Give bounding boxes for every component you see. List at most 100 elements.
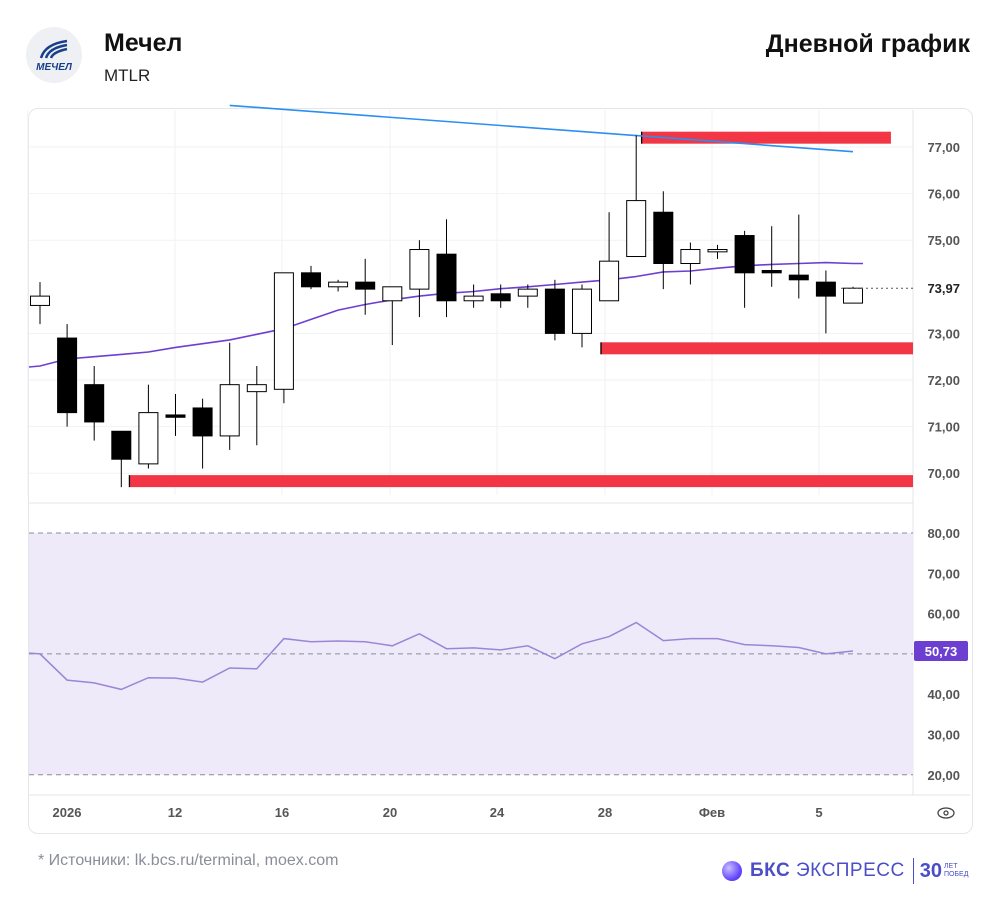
price-tick-label: 76,00 [927,187,960,202]
candle[interactable] [246,366,267,446]
bullish-candle-body [517,288,538,297]
candle[interactable] [30,282,50,325]
candle[interactable] [463,284,484,308]
candle[interactable] [572,284,592,348]
rsi-tick-label: 40,00 [927,687,960,702]
visibility-eye-icon[interactable] [937,807,955,819]
bullish-candle-body [328,281,349,288]
bullish-candle-body [219,384,240,437]
rsi-last-value-label: 50,73 [925,644,958,659]
chart-title: Дневной график [765,30,970,58]
candle[interactable] [409,240,430,318]
bullish-candle-body [138,412,159,465]
last-price-badge [916,278,966,299]
bullish-candle-body [409,249,430,290]
bcs-express-brand[interactable]: БКС ЭКСПРЕСС 30 ЛЕТ ПОБЕД [722,858,968,884]
candle[interactable] [788,214,809,299]
bullish-candle-body [463,295,484,302]
candle[interactable] [707,244,728,259]
bearish-candle-body [788,274,809,281]
price-tick-label: 75,00 [927,233,960,248]
candle[interactable] [273,272,294,404]
bearish-candle-body [761,269,782,274]
logo-arc-icon [39,39,68,59]
bearish-candle-body [653,211,674,265]
candle[interactable] [761,226,782,287]
mechel-logo: МЕЧЕЛ [26,27,82,83]
bearish-candle-body [84,384,105,423]
rsi-tick-label: 80,00 [927,526,960,541]
candle[interactable] [165,393,186,436]
bearish-candle-body [436,253,457,302]
bearish-candle-body [192,407,213,437]
candle[interactable] [111,430,132,488]
bcs-ball-icon [722,861,742,881]
x-tick-label: 12 [168,805,182,820]
price-tick-label: 71,00 [927,420,960,435]
rsi-last-value-badge [914,640,968,661]
candle[interactable] [436,219,457,318]
candle[interactable] [355,258,376,315]
logo-text: МЕЧЕЛ [36,61,72,73]
trend-line [229,104,854,153]
brand-years: ЛЕТ ПОБЕД [943,863,969,878]
candle[interactable] [138,384,159,469]
candle[interactable] [219,342,240,450]
candle[interactable] [680,242,701,285]
bullish-candle-body [843,287,863,304]
candle[interactable] [328,279,349,292]
resistance-support-level [600,342,913,355]
x-tick-label: Фев [699,805,725,820]
candle[interactable] [84,366,105,441]
candle[interactable] [544,279,565,341]
bullish-candle-body [707,249,728,253]
candle[interactable] [815,270,836,334]
bearish-candle-body [544,288,565,334]
last-price-label: 73,97 [927,281,960,296]
sources-note: * Источники: lk.bcs.ru/terminal, moex.co… [38,852,339,869]
candle[interactable] [517,284,538,308]
x-tick-label: 28 [598,805,612,820]
bullish-candle-body [273,272,294,390]
bullish-candle-body [626,200,647,258]
bullish-candle-body [382,286,403,302]
bearish-candle-body [734,235,755,274]
rsi-line [28,621,854,691]
candle[interactable] [843,286,863,304]
bullish-candle-body [246,384,267,393]
price-tick-label: 73,00 [927,326,960,341]
price-tick-label: 70,00 [927,466,960,481]
candle[interactable] [626,135,647,258]
bearish-candle-body [111,430,132,460]
candle[interactable] [653,191,674,290]
rsi-tick-label: 60,00 [927,607,960,622]
company-name: Мечел [104,29,183,57]
resistance-support-level [641,131,891,144]
x-tick-label: 5 [815,805,822,820]
candle[interactable] [382,286,403,346]
x-tick-label: 16 [275,805,289,820]
candle[interactable] [490,284,511,308]
bearish-candle-body [355,281,376,290]
bearish-candle-body [57,337,78,414]
candle[interactable] [192,398,213,469]
bearish-candle-body [165,414,186,418]
bearish-candle-body [815,281,836,297]
candle[interactable] [599,212,620,302]
header: МЕЧЕЛ Мечел MTLR Дневной график [0,0,1000,100]
bullish-candle-body [680,249,701,265]
x-tick-label: 2026 [53,805,82,820]
candle[interactable] [301,265,321,290]
ticker: MTLR [104,66,151,85]
brand-name: БКС ЭКСПРЕСС [750,860,905,881]
price-tick-label: 72,00 [927,373,960,388]
x-tick-label: 20 [383,805,397,820]
brand-30: 30 [919,859,942,882]
bearish-candle-body [490,293,511,302]
rsi-tick-label: 70,00 [927,566,960,581]
brand-separator [912,858,914,884]
candle[interactable] [57,324,78,427]
rsi-tick-label: 20,00 [927,768,960,783]
candle[interactable] [734,230,755,308]
